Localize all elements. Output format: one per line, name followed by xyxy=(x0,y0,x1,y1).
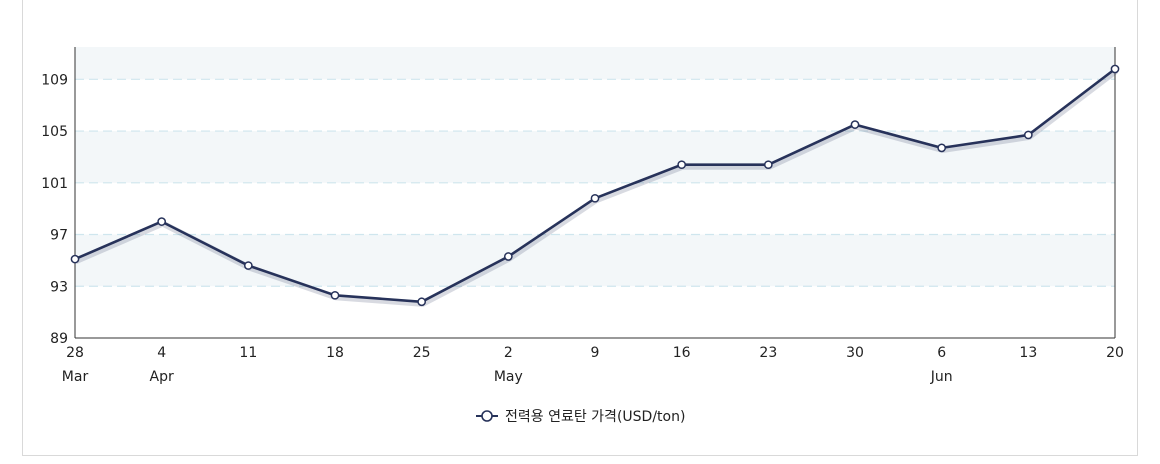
x-tick-label: 2 xyxy=(504,345,513,361)
chart-frame xyxy=(22,0,1138,456)
data-point xyxy=(677,160,687,170)
data-point xyxy=(70,254,80,264)
legend-label: 전력용 연료탄 가격(USD/ton) xyxy=(505,409,685,425)
x-tick-label: 9 xyxy=(591,345,600,361)
data-point xyxy=(157,217,167,226)
x-month-label: Apr xyxy=(150,369,174,385)
x-tick-label: 20 xyxy=(1106,345,1124,361)
data-point xyxy=(590,193,600,203)
axes xyxy=(74,47,1116,339)
x-month-label: Jun xyxy=(930,369,953,385)
x-axis-ticks: 28 Mar 4 Apr 11 18 25 2 May 9 16 23 30 6 Jun 13 20 xyxy=(62,345,1124,385)
plot-band xyxy=(75,47,1115,80)
data-point xyxy=(243,261,253,270)
data-point xyxy=(503,252,513,261)
x-tick-label: 6 xyxy=(937,345,946,361)
x-tick-label: 28 xyxy=(66,345,84,361)
grid-lines xyxy=(75,78,1115,287)
y-tick-label: 109 xyxy=(41,72,68,88)
y-tick-label: 89 xyxy=(50,331,68,347)
data-point xyxy=(850,120,860,129)
y-tick-label: 97 xyxy=(50,228,68,244)
plot-bands xyxy=(75,47,1115,287)
x-tick-label: 30 xyxy=(846,345,864,361)
x-tick-label: 25 xyxy=(413,345,431,361)
x-month-label: May xyxy=(494,369,523,385)
x-month-label: Mar xyxy=(62,369,89,385)
y-tick-label: 101 xyxy=(41,176,68,192)
series-layer xyxy=(70,64,1120,307)
x-tick-label: 18 xyxy=(326,345,344,361)
plot-band xyxy=(75,234,1115,287)
data-point xyxy=(937,143,947,153)
plot-band xyxy=(75,131,1115,183)
legend[interactable]: 전력용 연료탄 가격(USD/ton) xyxy=(476,409,685,425)
legend-marker xyxy=(481,410,493,422)
y-tick-label: 105 xyxy=(41,124,68,140)
x-tick-label: 23 xyxy=(759,345,777,361)
x-tick-label: 13 xyxy=(1019,345,1037,361)
x-tick-label: 11 xyxy=(239,345,257,361)
x-tick-label: 16 xyxy=(673,345,691,361)
data-point xyxy=(417,297,427,307)
data-point xyxy=(1023,130,1033,140)
data-point xyxy=(763,160,773,170)
data-point xyxy=(1110,64,1120,74)
data-point xyxy=(330,290,340,300)
x-tick-label: 4 xyxy=(157,345,166,361)
y-tick-label: 93 xyxy=(50,279,68,295)
y-axis-ticks: 89 93 97 101 105 109 xyxy=(41,72,68,347)
